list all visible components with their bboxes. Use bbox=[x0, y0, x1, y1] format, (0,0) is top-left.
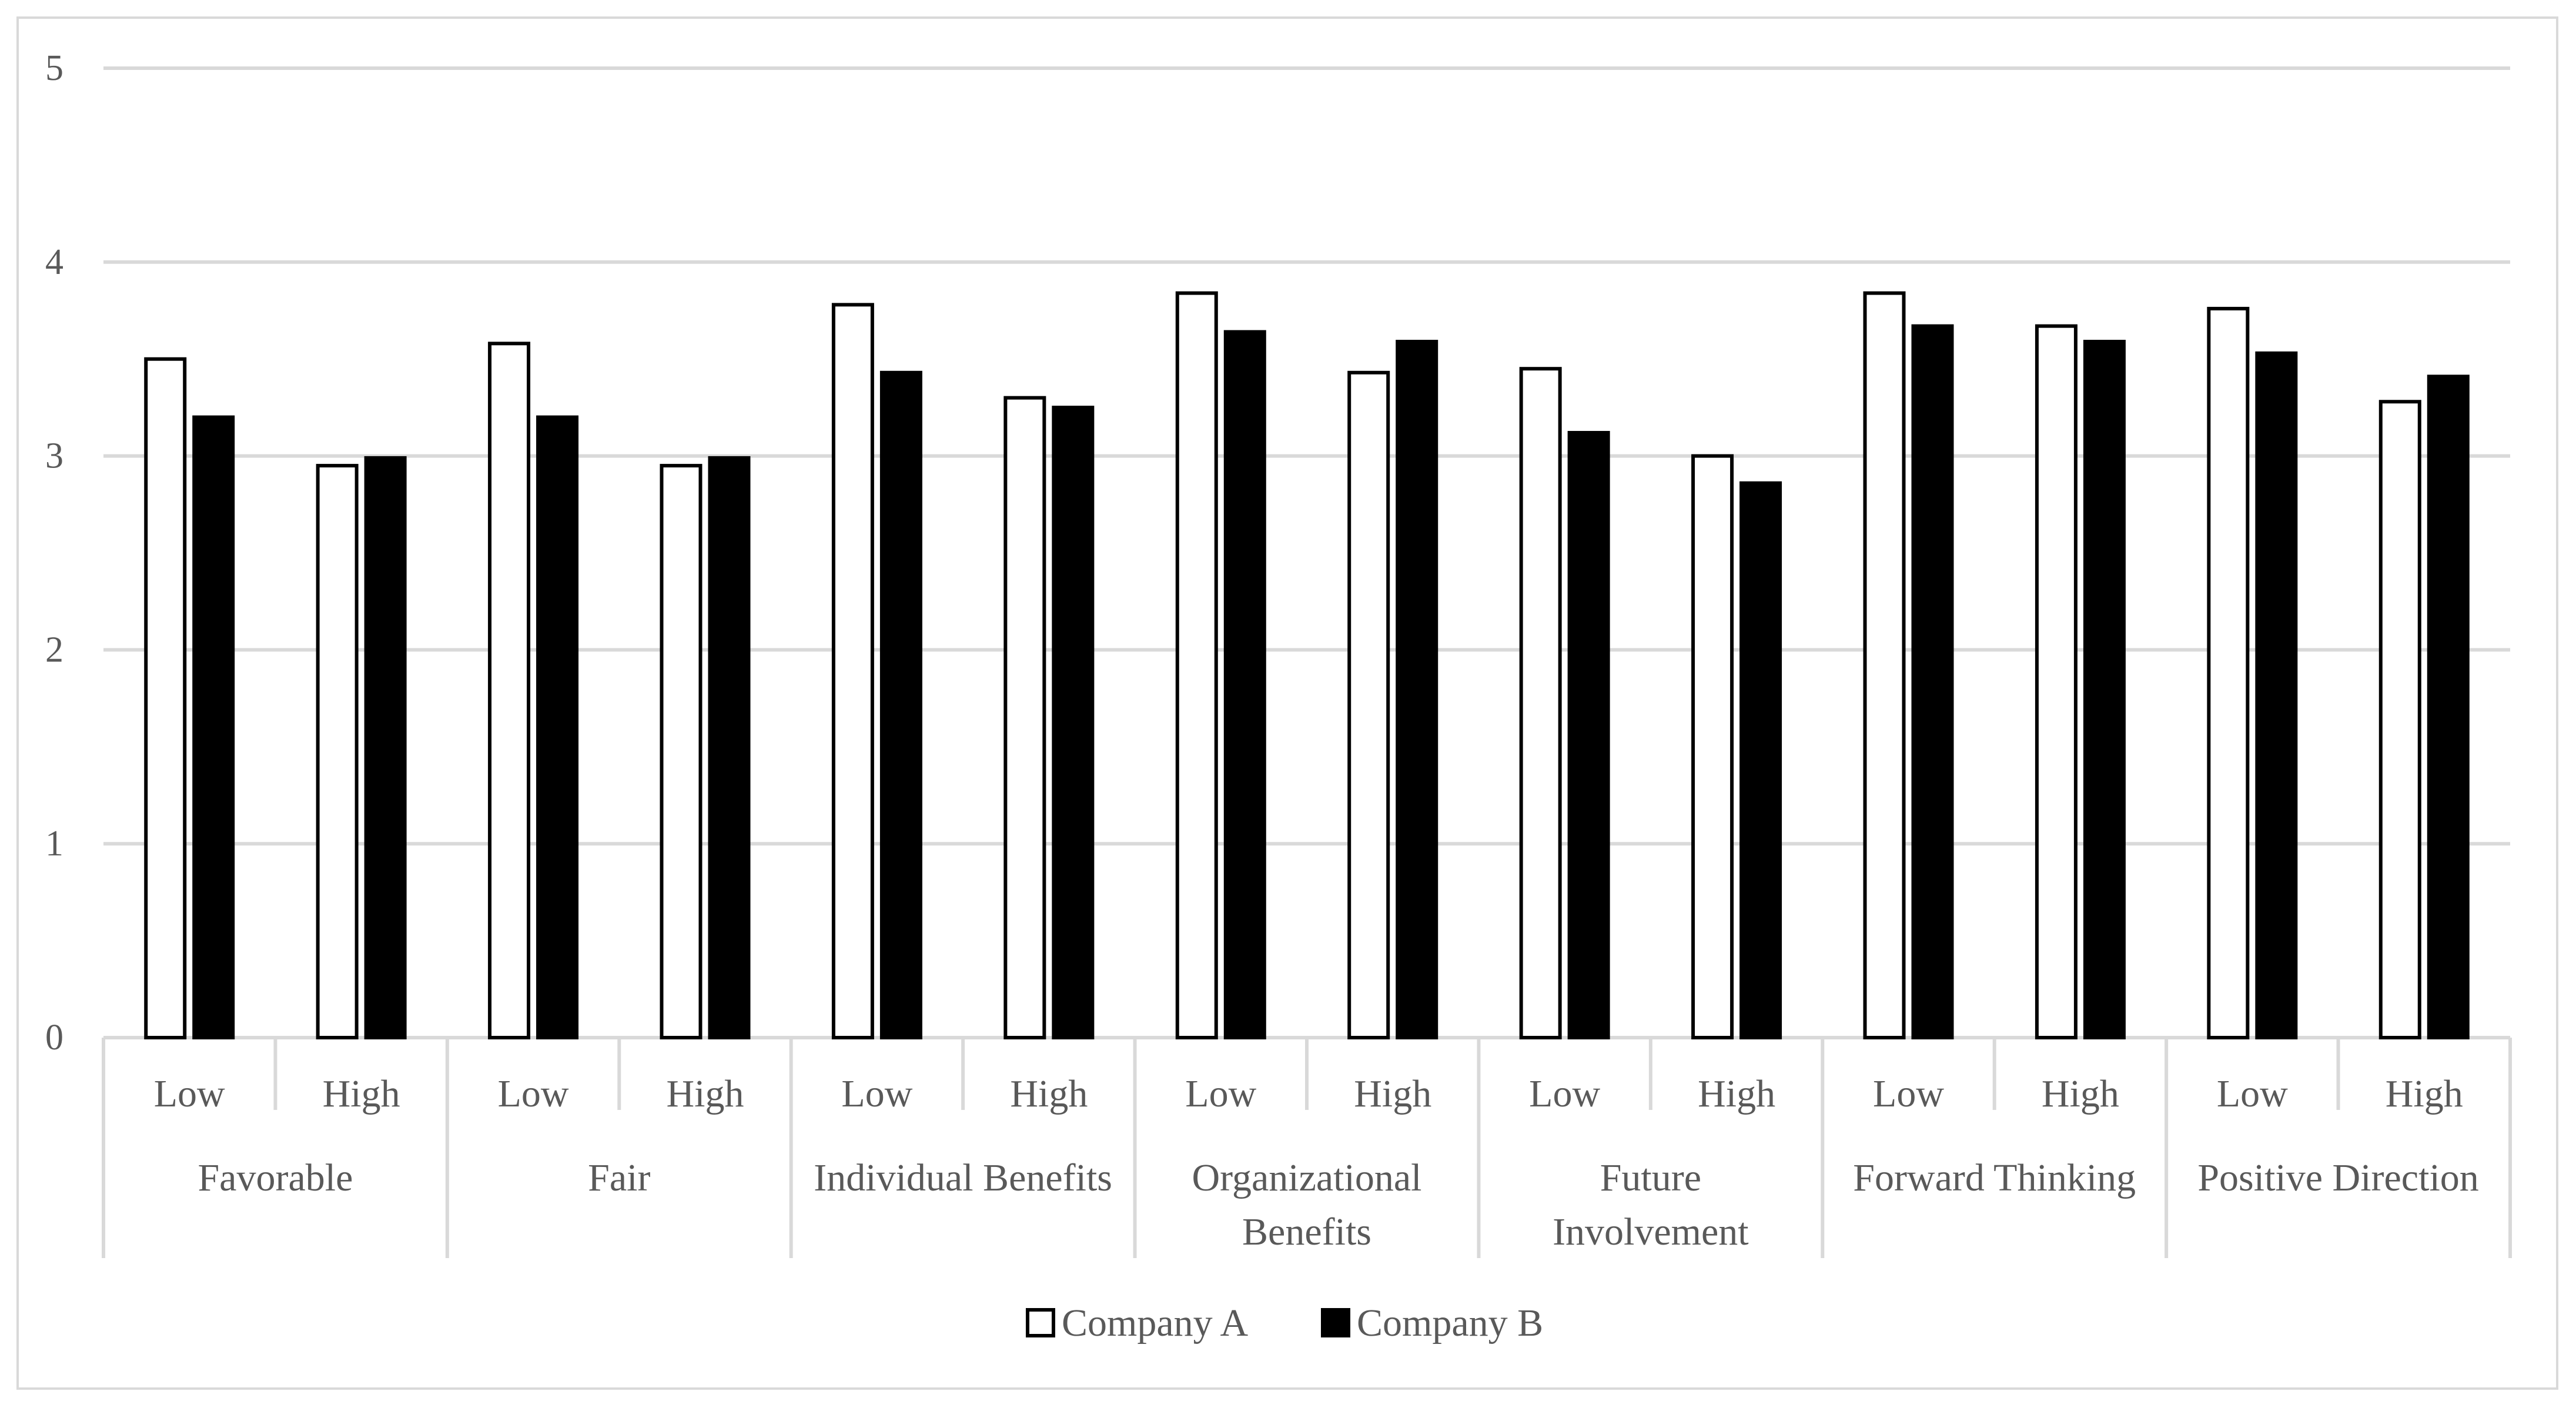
category-label: Low bbox=[498, 1072, 569, 1115]
category-label: High bbox=[323, 1072, 400, 1115]
legend-swatch bbox=[1321, 1308, 1350, 1337]
bar-company-b bbox=[879, 370, 922, 1039]
category-label: High bbox=[2042, 1072, 2119, 1115]
bar-company-a bbox=[1175, 291, 1218, 1039]
bar-company-b bbox=[192, 415, 235, 1039]
legend-swatch bbox=[1026, 1308, 1055, 1337]
bar-company-a bbox=[316, 464, 359, 1039]
bar-company-a bbox=[660, 464, 702, 1039]
bar-company-b bbox=[1739, 481, 1782, 1039]
category-label: Low bbox=[1185, 1072, 1256, 1115]
category-label: High bbox=[1698, 1072, 1775, 1115]
bar-company-b bbox=[1223, 330, 1266, 1040]
group-label: Forward Thinking bbox=[1853, 1156, 2136, 1199]
bar-company-a bbox=[1003, 396, 1046, 1039]
group-label: Future bbox=[1600, 1156, 1701, 1199]
y-tick-label: 3 bbox=[45, 436, 63, 476]
bar-company-b bbox=[1396, 340, 1438, 1040]
bar-company-a bbox=[2378, 400, 2421, 1039]
bar-company-b bbox=[536, 415, 579, 1039]
group-label: Positive Direction bbox=[2197, 1156, 2478, 1199]
category-label: Low bbox=[1873, 1072, 1944, 1115]
category-label: High bbox=[1010, 1072, 1088, 1115]
category-label: High bbox=[2386, 1072, 2463, 1115]
group-label: Favorable bbox=[198, 1156, 353, 1199]
chart-frame bbox=[16, 16, 2558, 1390]
bar-company-a bbox=[2035, 324, 2077, 1039]
y-tick-label: 1 bbox=[45, 824, 63, 864]
category-label: Low bbox=[1529, 1072, 1600, 1115]
group-label: Benefits bbox=[1242, 1210, 1371, 1253]
bar-company-b bbox=[1052, 406, 1095, 1039]
category-label: High bbox=[667, 1072, 744, 1115]
bar-company-a bbox=[144, 357, 187, 1040]
bar-company-a bbox=[831, 303, 874, 1040]
bar-company-b bbox=[364, 456, 407, 1039]
legend-label: Company A bbox=[1062, 1302, 1249, 1345]
bar-company-a bbox=[1519, 367, 1562, 1040]
group-label: Fair bbox=[588, 1156, 650, 1199]
y-tick-label: 2 bbox=[45, 630, 63, 670]
bar-company-a bbox=[1863, 291, 1906, 1039]
category-label: High bbox=[1354, 1072, 1431, 1115]
bar-company-b bbox=[2083, 340, 2126, 1040]
bar-company-b bbox=[2427, 374, 2470, 1040]
bar-company-b bbox=[2255, 351, 2298, 1039]
y-tick-label: 4 bbox=[45, 242, 63, 282]
bar-company-b bbox=[1911, 324, 1954, 1039]
y-tick-label: 5 bbox=[45, 48, 63, 88]
group-label: Involvement bbox=[1553, 1210, 1749, 1253]
y-tick-label: 0 bbox=[45, 1018, 63, 1058]
category-label: Low bbox=[154, 1072, 225, 1115]
legend-label: Company B bbox=[1357, 1302, 1543, 1345]
bar-company-b bbox=[708, 456, 751, 1039]
category-label: Low bbox=[2217, 1072, 2288, 1115]
category-label: Low bbox=[841, 1072, 912, 1115]
group-label: Individual Benefits bbox=[814, 1156, 1112, 1199]
group-label: Organizational bbox=[1192, 1156, 1422, 1199]
bar-company-a bbox=[1691, 454, 1734, 1039]
bar-company-b bbox=[1567, 431, 1610, 1039]
bar-company-a bbox=[2207, 306, 2250, 1039]
bar-company-a bbox=[1347, 370, 1390, 1039]
bar-company-a bbox=[488, 342, 531, 1039]
